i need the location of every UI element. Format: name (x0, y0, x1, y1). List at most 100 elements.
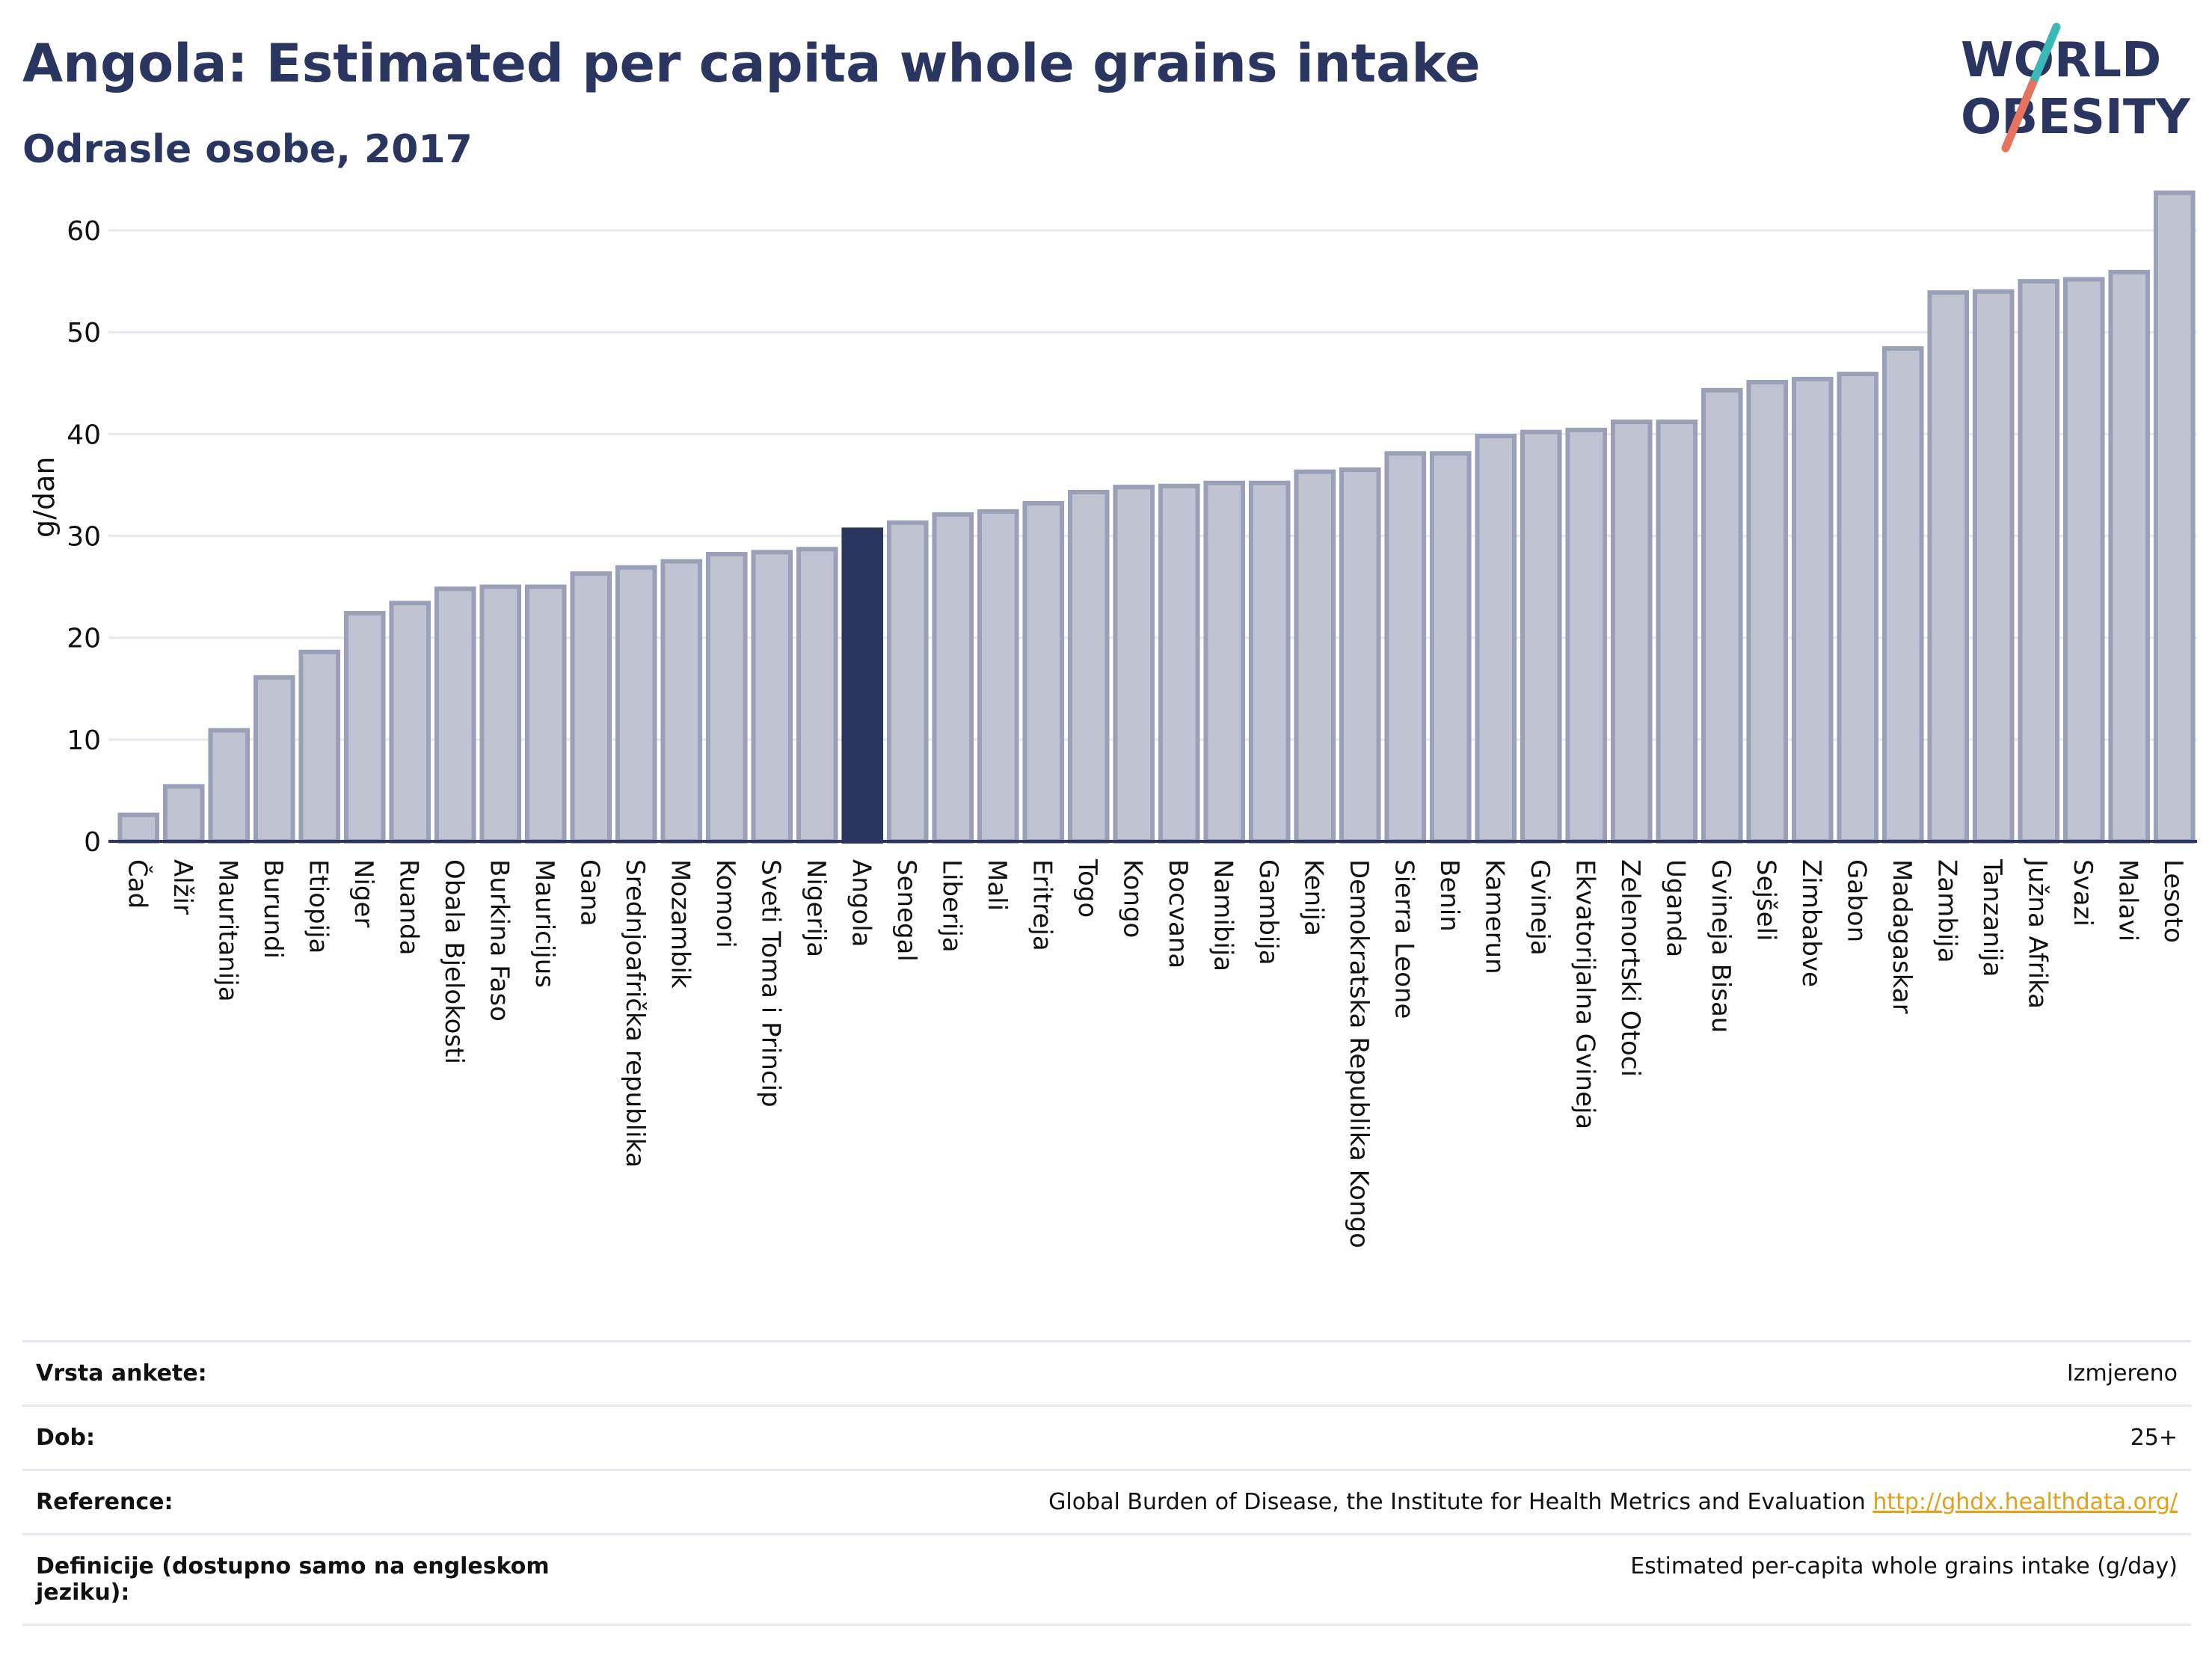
x-tick-label: Zimbabve (1796, 859, 1826, 987)
bar (343, 611, 386, 844)
x-tick-label: Malavi (2113, 859, 2142, 942)
bar (1746, 379, 1789, 844)
x-tick-label: Niger (348, 859, 378, 927)
bar (2153, 190, 2196, 844)
info-row-reference: Reference: Global Burden of Disease, the… (22, 1469, 2191, 1535)
bars (117, 190, 2196, 844)
bar (1520, 429, 1562, 844)
x-tick-label: Sierra Leone (1389, 859, 1419, 1019)
info-table: Vrsta ankete: Izmjereno Dob: 25+ Referen… (22, 1340, 2191, 1626)
bar (1067, 489, 1110, 844)
x-tick-label: Angola (846, 859, 876, 947)
y-tick-label: 10 (67, 725, 101, 756)
bar (434, 586, 476, 844)
bar (1294, 469, 1336, 844)
x-tick-label: Kamerun (1479, 859, 1509, 974)
x-tick-label: Madagaskar (1887, 859, 1917, 1014)
bar (253, 675, 295, 844)
x-tick-label: Nigerija (801, 859, 831, 957)
bar (1429, 451, 1472, 844)
bar (1972, 289, 2015, 844)
x-tick-label: Alžir (168, 859, 197, 915)
x-tick-label: Tanzanija (1977, 859, 2007, 977)
bar (2062, 277, 2105, 844)
x-tick-label: Čad (122, 859, 153, 909)
x-tick-label: Demokratska Republika Kongo (1344, 859, 1374, 1248)
x-tick-label: Lesoto (2158, 859, 2188, 943)
bar (1565, 427, 1608, 844)
bar (389, 601, 431, 844)
x-tick-label: Mauritanija (212, 859, 242, 1002)
x-tick-label: Etiopija (303, 859, 333, 954)
bar (524, 584, 567, 844)
info-value: Izmjereno (588, 1340, 2191, 1406)
bar (2108, 269, 2151, 844)
chart-title: Angola: Estimated per capita whole grain… (22, 33, 1481, 94)
world-obesity-logo: WORLD OBESITY (1961, 22, 2190, 153)
x-tick-label: Komori (710, 859, 740, 948)
bar (1656, 420, 1698, 844)
bar (1791, 376, 1834, 844)
bar (1837, 372, 1879, 844)
bar (932, 512, 974, 844)
bar (1927, 290, 1970, 844)
info-value-reference: Global Burden of Disease, the Institute … (588, 1469, 2191, 1535)
logo-slash-teal (2028, 22, 2061, 88)
bar (660, 559, 703, 844)
reference-link[interactable]: http://ghdx.healthdata.org/ (1872, 1489, 2178, 1515)
logo-word-obesity: OBESITY (1961, 90, 2190, 145)
bar (886, 520, 929, 844)
x-tick-label: Obala Bjelokosti (439, 859, 469, 1064)
x-tick-label: Kongo (1117, 859, 1147, 938)
bar (1339, 467, 1381, 844)
x-tick-label: Ruanda (393, 859, 423, 955)
x-tick-label: Zelenortski Otoci (1615, 859, 1645, 1077)
info-row-age: Dob: 25+ (22, 1404, 2191, 1470)
x-tick-label: Gvineja Bisau (1706, 859, 1736, 1033)
info-label: Vrsta ankete: (22, 1340, 588, 1406)
x-tick-label: Liberija (936, 859, 966, 953)
bar (1881, 346, 1924, 844)
info-value: 25+ (588, 1404, 2191, 1470)
reference-text: Global Burden of Disease, the Institute … (1048, 1489, 1866, 1515)
info-value: Estimated per-capita whole grains intake… (588, 1533, 2191, 1626)
bar (1475, 434, 1517, 844)
x-tick-label: Sejšeli (1751, 859, 1781, 941)
x-tick-label: Gabon (1841, 859, 1871, 942)
x-tick-label: Svazi (2068, 859, 2098, 927)
x-tick-label: Senegal (891, 859, 921, 962)
y-tick-label: 50 (67, 318, 101, 348)
y-axis-ticks: 0 10 20 30 40 50 60 (67, 216, 101, 858)
y-tick-label: 0 (84, 827, 101, 858)
bar (298, 649, 341, 844)
bar (479, 584, 522, 844)
x-tick-label: Mali (982, 859, 1012, 911)
info-row-definition: Definicije (dostupno samo na engleskom j… (22, 1533, 2191, 1626)
x-tick-label: Srednjoafrička republika (620, 859, 650, 1167)
bar (1203, 480, 1246, 844)
bar (1701, 387, 1743, 844)
bar (751, 550, 793, 844)
y-tick-label: 20 (67, 624, 101, 654)
bar (1384, 451, 1427, 844)
x-tick-label: Benin (1434, 859, 1464, 932)
x-tick-label: Mauricijus (529, 859, 559, 988)
info-label: Reference: (22, 1469, 588, 1535)
x-tick-label: Ekvatorijalna Gvineja (1570, 859, 1600, 1129)
info-row-survey-type: Vrsta ankete: Izmjereno (22, 1340, 2191, 1406)
x-tick-label: Togo (1072, 859, 1102, 918)
bar (615, 565, 657, 844)
x-tick-label: Južna Afrika (2022, 858, 2052, 1009)
bar (117, 812, 160, 844)
bar (796, 547, 838, 844)
x-tick-label: Gana (574, 859, 604, 927)
x-tick-label: Gvineja (1525, 859, 1555, 956)
info-label: Dob: (22, 1404, 588, 1470)
bar (1113, 485, 1155, 844)
y-axis-label: g/dan (28, 457, 61, 538)
bar (705, 552, 748, 844)
x-tick-label: Burkina Faso (484, 859, 514, 1022)
logo-word-world: WORLD (1961, 33, 2161, 88)
x-tick-label: Zambija (1932, 859, 1961, 963)
x-tick-label: Bocvana (1163, 859, 1193, 968)
